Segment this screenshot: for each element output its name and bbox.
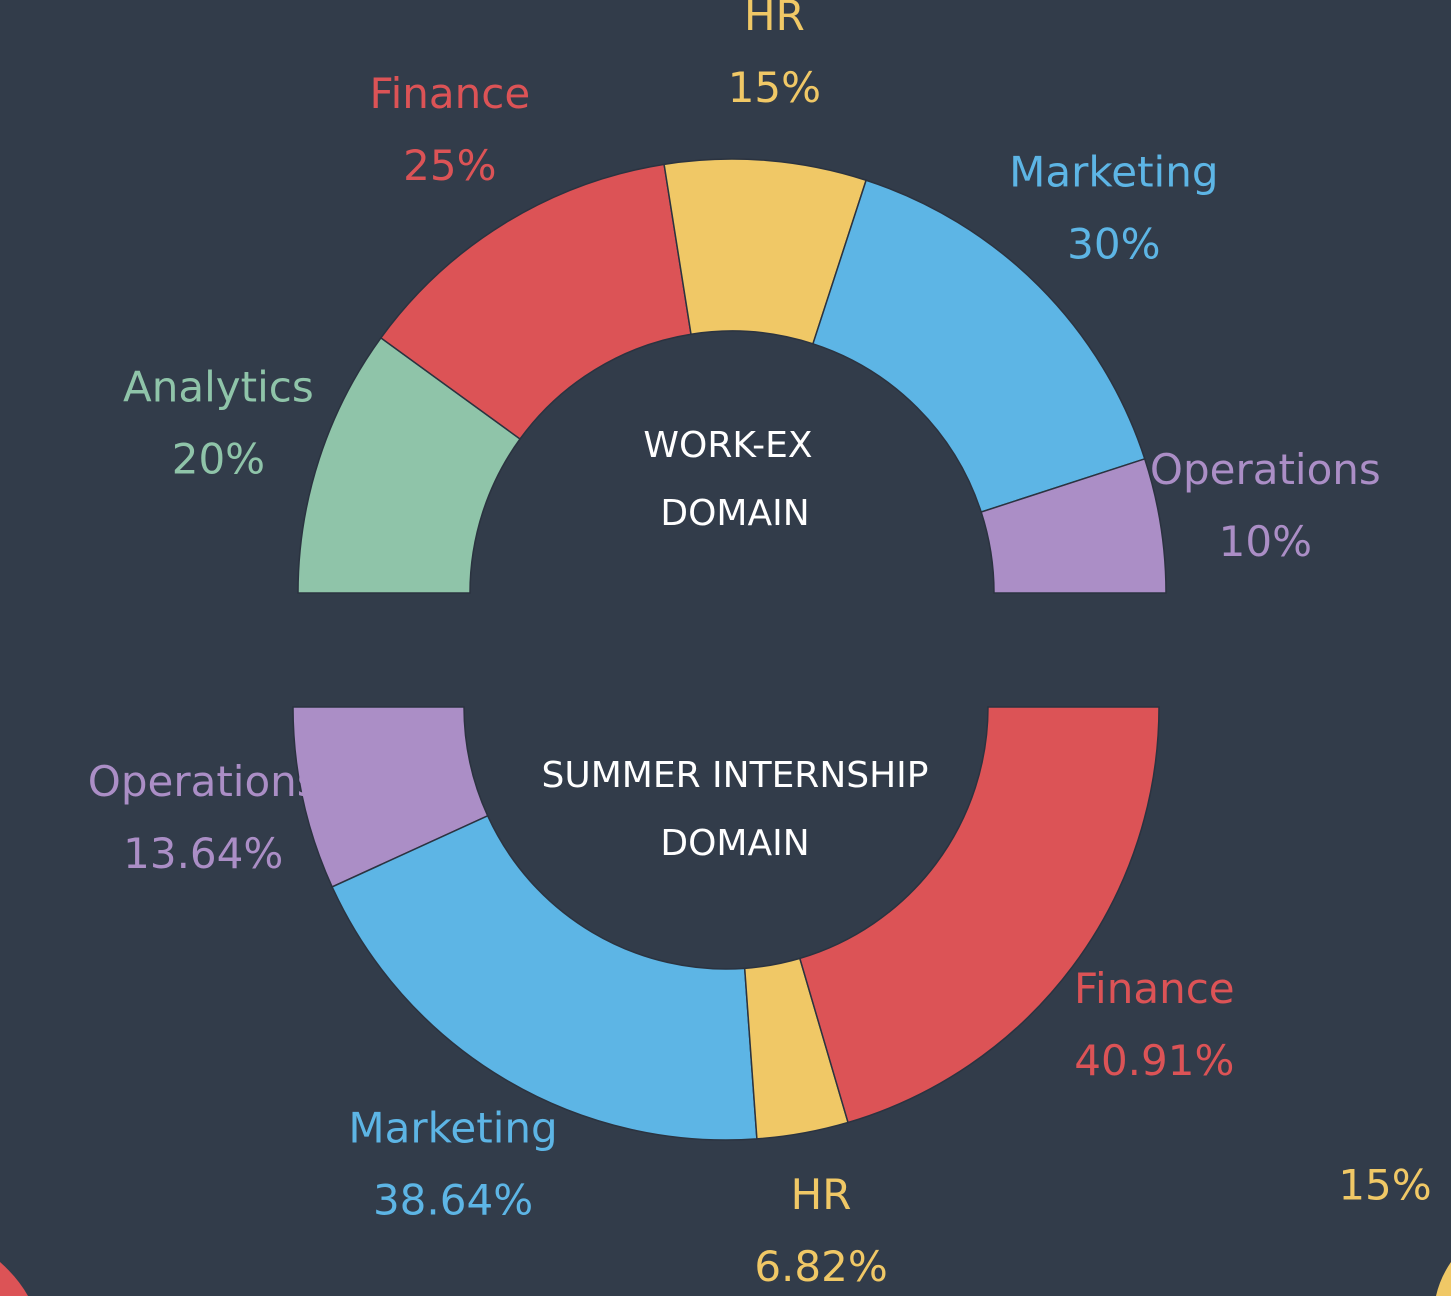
- fragment-shape: [0, 1262, 28, 1296]
- donut-segment: [331, 814, 758, 1141]
- segment-name: Operations: [1150, 445, 1381, 494]
- segment-name: Operations: [88, 757, 319, 806]
- segment-value: 40.91%: [1074, 1036, 1234, 1085]
- segment-name: Analytics: [123, 363, 314, 412]
- fragment-shape: [1436, 1262, 1451, 1296]
- center-text: DOMAIN: [660, 493, 809, 534]
- segment-value: 10%: [1219, 517, 1312, 566]
- segment-value: 30%: [1067, 220, 1160, 269]
- donut-segment: [798, 706, 1160, 1124]
- center-text: WORK-EX: [643, 425, 812, 466]
- fragment-label: 15%: [1338, 1161, 1431, 1210]
- segment-name: Marketing: [1009, 148, 1218, 197]
- segment-name: Finance: [1074, 964, 1235, 1013]
- segment-name: Marketing: [348, 1104, 557, 1153]
- segment-value: 15%: [728, 63, 821, 112]
- segment-value: 6.82%: [754, 1242, 887, 1291]
- segment-name: HR: [791, 1170, 852, 1219]
- segment-value: 13.64%: [123, 829, 283, 878]
- segment-value: 20%: [172, 435, 265, 484]
- segment-value: 38.64%: [373, 1176, 533, 1225]
- segment-name: Finance: [370, 69, 531, 118]
- segment-name: HR: [744, 0, 805, 40]
- donut-segment: [980, 457, 1167, 594]
- center-text: DOMAIN: [660, 823, 809, 864]
- donut-segment: [812, 179, 1146, 513]
- center-text: SUMMER INTERNSHIP: [542, 755, 929, 796]
- segment-value: 25%: [403, 141, 496, 190]
